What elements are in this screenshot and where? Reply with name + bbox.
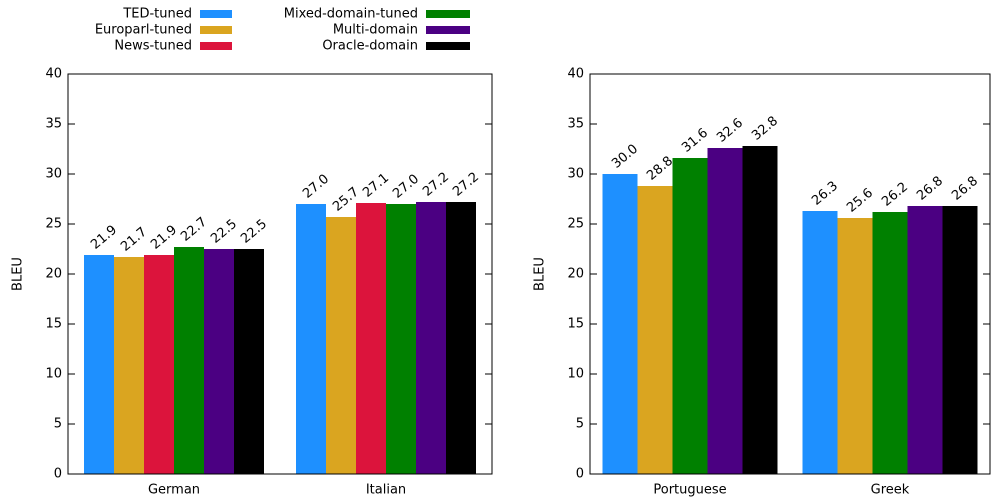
bar <box>114 257 144 474</box>
value-label: 30.0 <box>609 142 641 172</box>
bar <box>296 204 326 474</box>
value-label: 31.6 <box>679 126 711 156</box>
value-label: 32.6 <box>714 116 746 146</box>
bar <box>204 249 234 474</box>
y-tick-label: 10 <box>567 367 584 382</box>
y-tick-label: 40 <box>567 67 584 82</box>
y-tick-label: 0 <box>54 467 62 482</box>
y-tick-label: 0 <box>576 467 584 482</box>
y-axis-label: BLEU <box>533 257 548 291</box>
bar <box>637 186 673 474</box>
bar <box>837 218 873 474</box>
bar <box>707 148 743 474</box>
bar <box>84 255 114 474</box>
y-tick-label: 25 <box>567 217 584 232</box>
bar <box>386 204 416 474</box>
value-label: 25.6 <box>844 186 876 216</box>
plot-frame <box>67 73 493 475</box>
bar <box>602 174 638 474</box>
value-label: 21.9 <box>88 223 120 253</box>
value-label: 27.1 <box>360 171 392 201</box>
value-label: 27.2 <box>420 170 452 200</box>
x-tick-label: German <box>148 483 200 498</box>
y-tick-label: 5 <box>576 417 584 432</box>
y-axis-label: BLEU <box>11 257 26 291</box>
bar <box>144 255 174 474</box>
value-label: 22.5 <box>208 217 240 247</box>
y-tick-label: 20 <box>45 267 62 282</box>
y-tick-label: 15 <box>567 317 584 332</box>
value-label: 21.7 <box>118 225 150 255</box>
bar <box>802 211 838 474</box>
bar <box>326 217 356 474</box>
bar <box>872 212 908 474</box>
value-label: 22.7 <box>178 215 210 245</box>
y-tick-label: 15 <box>45 317 62 332</box>
legend-label: Oracle-domain <box>322 39 418 54</box>
legend-swatch <box>200 10 232 18</box>
x-tick-label: Portuguese <box>653 483 726 498</box>
legend-swatch <box>426 26 470 34</box>
y-tick-label: 30 <box>45 167 62 182</box>
legend-label: Mixed-domain-tuned <box>284 7 418 22</box>
legend-label: News-tuned <box>114 39 192 54</box>
y-tick-label: 25 <box>45 217 62 232</box>
bar <box>356 203 386 474</box>
x-tick-label: Italian <box>366 483 406 498</box>
value-label: 32.8 <box>749 114 781 144</box>
bar <box>234 249 264 474</box>
bar <box>742 146 778 474</box>
y-tick-label: 20 <box>567 267 584 282</box>
y-tick-label: 35 <box>45 117 62 132</box>
value-label: 27.2 <box>450 170 482 200</box>
bar <box>416 202 446 474</box>
legend-swatch <box>426 42 470 50</box>
legend-label: TED-tuned <box>122 7 192 22</box>
y-tick-label: 35 <box>567 117 584 132</box>
y-tick-label: 10 <box>45 367 62 382</box>
plot-frame <box>589 73 991 475</box>
y-tick-label: 30 <box>567 167 584 182</box>
value-label: 22.5 <box>238 217 270 247</box>
bar <box>942 206 978 474</box>
value-label: 28.8 <box>644 154 676 184</box>
value-label: 27.0 <box>390 172 422 202</box>
bar <box>174 247 204 474</box>
value-label: 26.2 <box>879 180 911 210</box>
x-tick-label: Greek <box>871 483 910 498</box>
bar <box>907 206 943 474</box>
value-label: 26.8 <box>949 174 981 204</box>
y-tick-label: 5 <box>54 417 62 432</box>
value-label: 27.0 <box>300 172 332 202</box>
legend-swatch <box>200 26 232 34</box>
y-tick-label: 40 <box>45 67 62 82</box>
value-label: 26.8 <box>914 174 946 204</box>
value-label: 26.3 <box>809 179 841 209</box>
legend-swatch <box>426 10 470 18</box>
legend-label: Europarl-tuned <box>95 23 192 38</box>
legend-swatch <box>200 42 232 50</box>
bar <box>672 158 708 474</box>
bar <box>446 202 476 474</box>
legend-label: Multi-domain <box>333 23 418 38</box>
